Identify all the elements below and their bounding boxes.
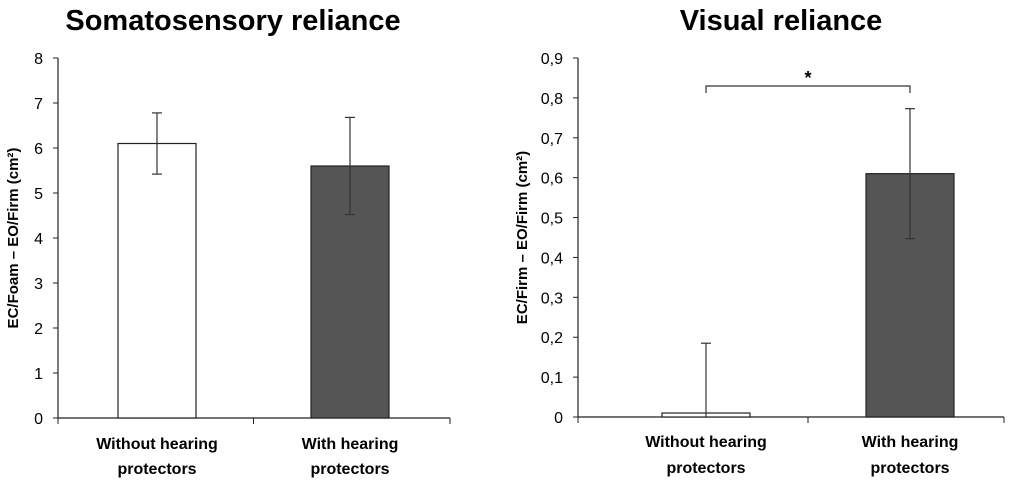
y-tick-label: 7 (34, 96, 43, 113)
y-tick-label: 0,3 (541, 290, 563, 307)
significance-bracket (705, 85, 911, 93)
y-tick-label: 3 (34, 276, 43, 293)
y-tick-label: 5 (34, 186, 43, 203)
y-tick-label: 0,8 (541, 91, 563, 108)
x-category-label: Without hearing (96, 436, 218, 453)
y-tick-label: 0,4 (541, 250, 563, 267)
y-tick-label: 2 (34, 321, 43, 338)
y-tick-label: 8 (34, 51, 43, 68)
significance-marker: * (804, 68, 811, 88)
x-category-label: protectors (870, 460, 949, 477)
chart-title: Visual reliance (680, 5, 883, 37)
x-category-label: Without hearing (645, 434, 767, 451)
chart-title: Somatosensory reliance (65, 5, 400, 37)
y-tick-label: 0 (34, 411, 43, 428)
bar (117, 142, 197, 419)
y-axis-label: EC/Firm – EO/Firm (cm²) (514, 151, 531, 324)
y-tick-label: 1 (34, 366, 43, 383)
y-axis-label: EC/Foam – EO/Firm (cm²) (5, 148, 22, 329)
y-tick-label: 0 (554, 410, 563, 427)
chart-panel-2: Visual reliance EC/Firm – EO/Firm (cm²) 0 0… (514, 5, 1005, 477)
x-category-label: protectors (666, 460, 745, 477)
y-tick-label: 0,5 (541, 211, 563, 228)
y-tick-label: 0,7 (541, 131, 563, 148)
y-tick-label: 0,1 (541, 370, 563, 387)
y-tick-label: 0,6 (541, 171, 563, 188)
y-tick-label: 0,9 (541, 51, 563, 68)
y-tick-label: 6 (34, 141, 43, 158)
y-tick-label: 4 (34, 231, 43, 248)
x-category-label: With hearing (302, 436, 399, 453)
x-category-label: protectors (310, 461, 389, 478)
chart-panel-1: Somatosensory reliance EC/Foam – EO/Firm … (5, 5, 451, 478)
x-category-label: protectors (117, 461, 196, 478)
x-category-label: With hearing (862, 434, 959, 451)
y-tick-label: 0,2 (541, 330, 563, 347)
